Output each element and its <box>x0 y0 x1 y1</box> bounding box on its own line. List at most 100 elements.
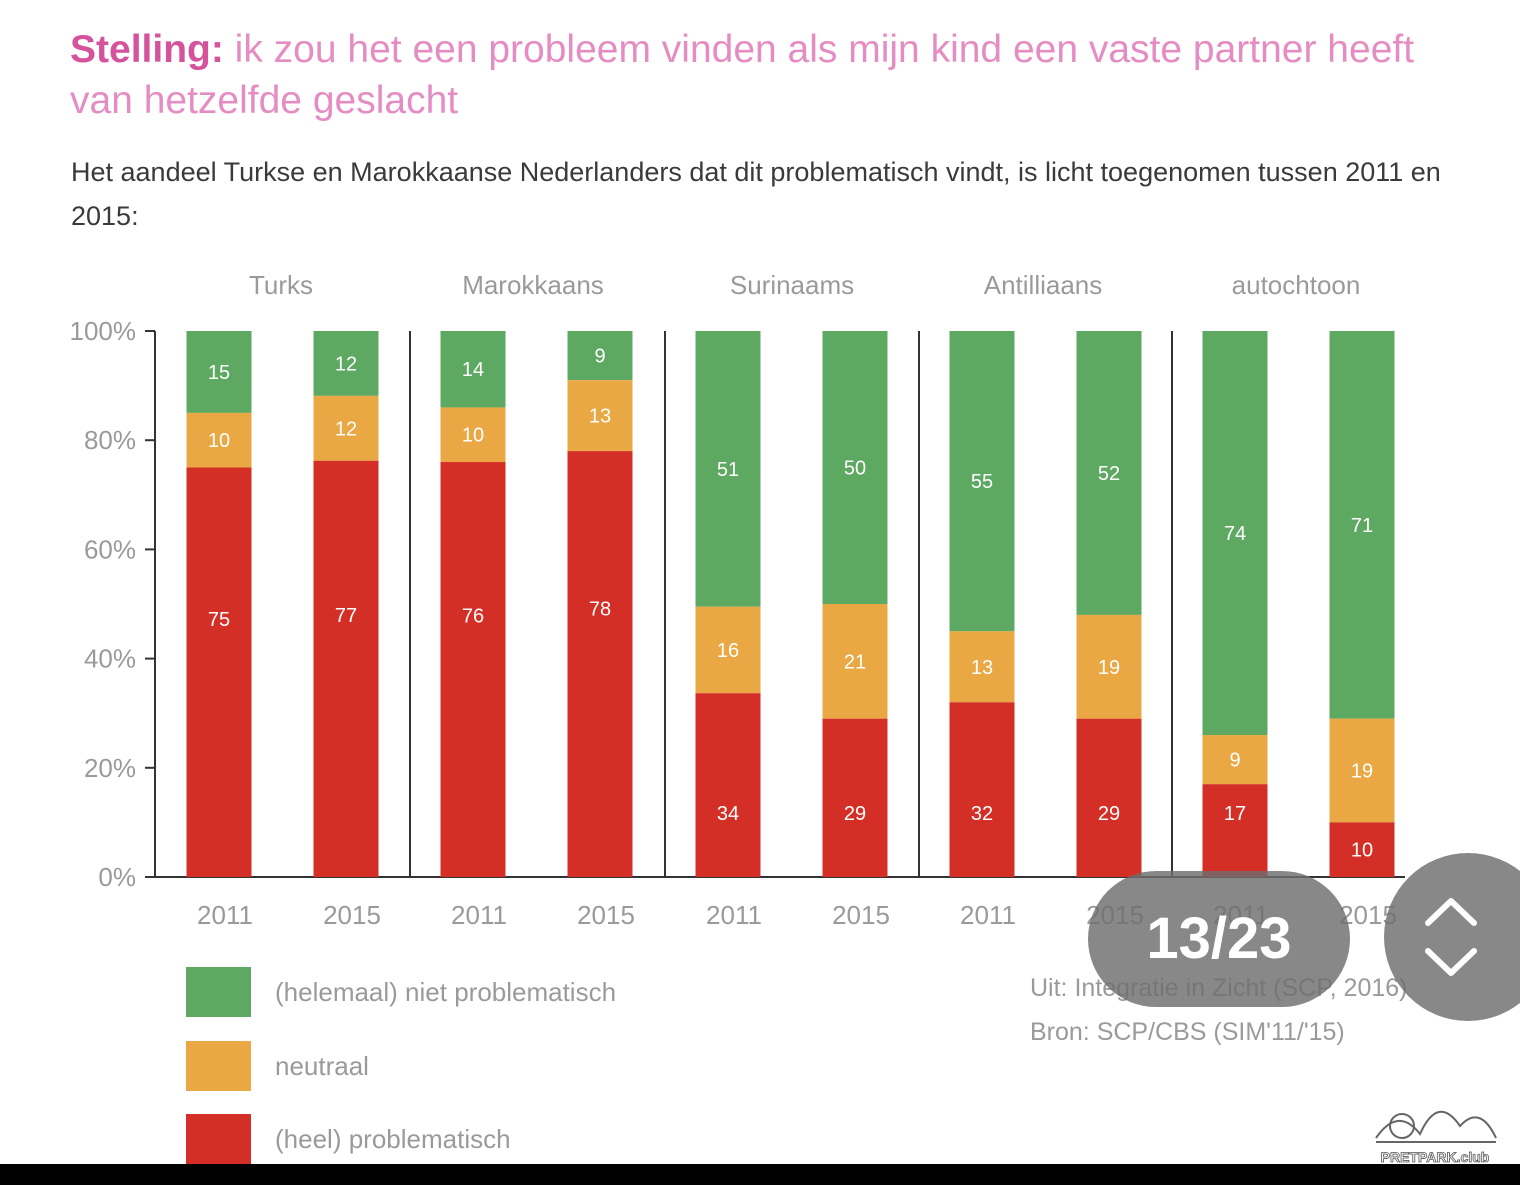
y-tick-label: 20% <box>84 753 136 783</box>
rollercoaster-logo-icon: PRETPARK.club <box>1375 1110 1497 1165</box>
data-label-niet-problematisch: 51 <box>717 459 739 481</box>
source-data: Bron: SCP/CBS (SIM'11/'15) <box>1030 1018 1345 1046</box>
data-label-niet-problematisch: 52 <box>1098 463 1120 485</box>
bar-segment-problematisch <box>1329 822 1395 877</box>
y-tick-label: 40% <box>84 644 136 674</box>
page-counter: 13/23 <box>1088 871 1350 1007</box>
bar-segment-problematisch <box>822 718 888 877</box>
x-tick-label: 2015 <box>832 900 890 930</box>
data-label-problematisch: 76 <box>462 606 484 628</box>
stacked-bar-chart: 0% 20% 40% 60% 80% 100% Turks 15 10 75 2011 12 12 77 2… <box>70 270 1405 930</box>
bar-segment-neutraal <box>949 631 1015 703</box>
x-tick-label: 2011 <box>960 900 1016 930</box>
chevron-up-down-icon <box>1425 898 1477 976</box>
bar-segment-problematisch <box>313 460 379 877</box>
data-label-niet-problematisch: 50 <box>844 458 866 480</box>
bar-segment-problematisch <box>567 451 633 877</box>
data-label-problematisch: 32 <box>971 803 993 825</box>
group-label: Antilliaans <box>984 270 1103 300</box>
y-tick-label: 60% <box>84 534 136 564</box>
data-label-neutraal: 13 <box>589 406 611 428</box>
bar-segment-problematisch <box>1202 784 1268 877</box>
data-label-niet-problematisch: 15 <box>208 362 230 384</box>
chart-subtitle: Het aandeel Turkse en Marokkaanse Nederl… <box>71 157 1441 231</box>
data-label-neutraal: 10 <box>462 425 484 447</box>
data-label-problematisch: 34 <box>717 803 739 825</box>
legend-item-neutraal: neutraal <box>186 1041 369 1091</box>
page-scroll-button[interactable] <box>1384 853 1520 1021</box>
title-lead: Stelling: <box>70 28 224 71</box>
data-label-niet-problematisch: 55 <box>971 471 993 493</box>
bar-segment-neutraal <box>695 606 761 694</box>
bar-segment-neutraal <box>1202 735 1268 785</box>
bar-segment-problematisch <box>440 462 506 877</box>
bar-segment-niet-problematisch <box>822 331 888 604</box>
x-tick-label: 2015 <box>577 900 635 930</box>
data-label-problematisch: 77 <box>335 605 357 627</box>
bar-segment-niet-problematisch <box>1076 331 1142 615</box>
data-label-neutraal: 13 <box>971 657 993 679</box>
bar-segment-niet-problematisch <box>695 331 761 607</box>
data-label-neutraal: 16 <box>717 640 739 662</box>
bar-segment-problematisch <box>1076 718 1142 877</box>
bar-segment-niet-problematisch <box>186 331 252 413</box>
bar-segment-neutraal <box>440 407 506 463</box>
data-label-problematisch: 75 <box>208 609 230 631</box>
data-label-niet-problematisch: 74 <box>1224 523 1246 545</box>
group-label: Turks <box>249 270 313 300</box>
group-label: autochtoon <box>1232 270 1361 300</box>
legend-label: (heel) problematisch <box>275 1123 511 1154</box>
legend-item-problematisch: (heel) problematisch <box>186 1114 511 1164</box>
bar-segment-problematisch <box>949 702 1015 877</box>
legend-swatch-red <box>186 1114 251 1164</box>
legend-label: neutraal <box>275 1050 369 1081</box>
data-label-niet-problematisch: 14 <box>462 359 484 381</box>
y-tick-label: 100% <box>70 316 137 346</box>
data-label-neutraal: 9 <box>1229 750 1240 772</box>
data-label-problematisch: 10 <box>1351 840 1373 862</box>
bar-segment-niet-problematisch <box>949 331 1015 632</box>
data-label-neutraal: 19 <box>1351 761 1373 783</box>
data-label-problematisch: 29 <box>844 803 866 825</box>
bar-segment-neutraal <box>186 412 252 468</box>
bar-segment-niet-problematisch <box>567 331 633 381</box>
data-label-niet-problematisch: 9 <box>594 346 605 368</box>
x-tick-label: 2015 <box>323 900 381 930</box>
bar-segment-problematisch <box>695 693 761 877</box>
watermark-logo: PRETPARK.club <box>1368 1086 1502 1166</box>
data-label-problematisch: 78 <box>589 599 611 621</box>
group-label: Marokkaans <box>462 270 604 300</box>
data-label-neutraal: 12 <box>335 418 357 440</box>
legend-item-niet-problematisch: (helemaal) niet problematisch <box>186 967 616 1017</box>
title-text: ik zou het een probleem vinden als mijn … <box>70 28 1415 122</box>
legend-swatch-green <box>186 967 251 1017</box>
data-label-neutraal: 19 <box>1098 657 1120 679</box>
bar-segment-neutraal <box>313 395 379 461</box>
bottom-bar <box>0 1164 1520 1185</box>
bar-segment-niet-problematisch <box>1329 331 1395 719</box>
x-tick-label: 2011 <box>706 900 762 930</box>
legend-swatch-orange <box>186 1041 251 1091</box>
y-tick-label: 80% <box>84 425 136 455</box>
bar-segment-niet-problematisch <box>440 331 506 408</box>
group-label: Surinaams <box>730 270 854 300</box>
data-label-neutraal: 21 <box>844 651 866 673</box>
y-tick-label: 0% <box>98 862 136 892</box>
chart-title: Stelling: ik zou het een probleem vinden… <box>70 24 1470 126</box>
x-tick-label: 2011 <box>197 900 253 930</box>
bar-segment-problematisch <box>186 467 252 877</box>
bar-segment-neutraal <box>822 604 888 719</box>
x-tick-label: 2011 <box>451 900 507 930</box>
watermark-text: PRETPARK.club <box>1381 1149 1490 1165</box>
bar-segment-niet-problematisch <box>1202 331 1268 736</box>
data-label-problematisch: 17 <box>1224 803 1246 825</box>
data-label-neutraal: 10 <box>208 430 230 452</box>
bar-segment-neutraal <box>1329 718 1395 823</box>
data-label-niet-problematisch: 71 <box>1351 515 1373 537</box>
bar-segment-niet-problematisch <box>313 331 379 396</box>
data-label-problematisch: 29 <box>1098 803 1120 825</box>
bar-segment-neutraal <box>567 380 633 452</box>
data-label-niet-problematisch: 12 <box>335 353 357 375</box>
bar-segment-neutraal <box>1076 614 1142 719</box>
legend-label: (helemaal) niet problematisch <box>275 976 617 1007</box>
